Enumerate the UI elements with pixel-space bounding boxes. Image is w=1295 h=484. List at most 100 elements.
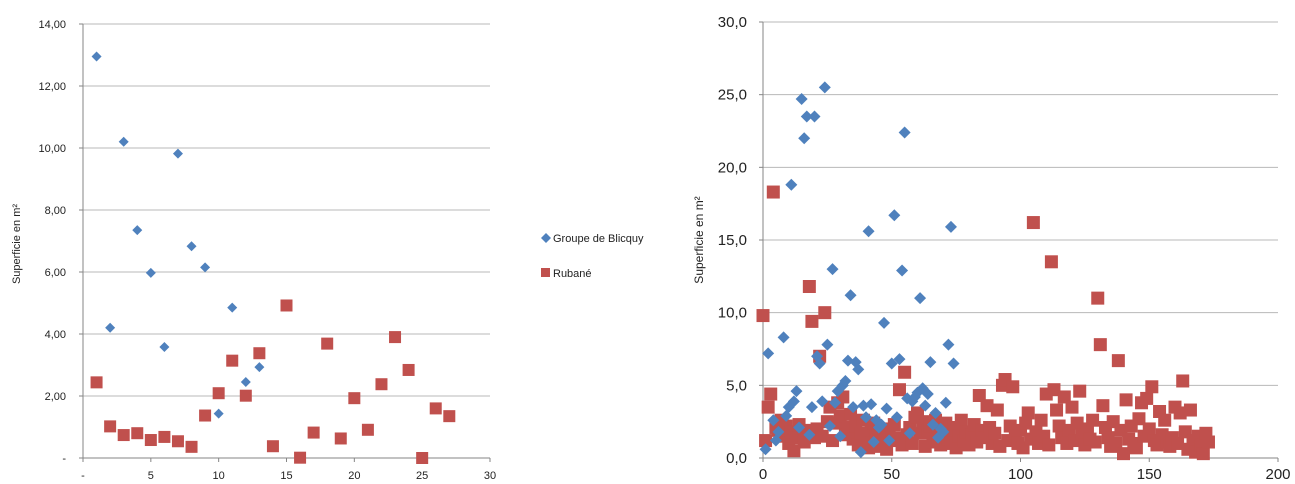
c2-point-blicquy [944, 220, 957, 233]
c2-point-rubane [1142, 422, 1156, 436]
c1-y-tick-label: 10,00 [38, 143, 66, 155]
c2-point-rubane [761, 400, 775, 414]
c2-point-rubane [787, 444, 801, 458]
c2-point-blicquy [857, 399, 870, 412]
c1-point-rubane [226, 354, 239, 367]
c2-point-rubane [766, 185, 780, 199]
c2-point-rubane [1034, 413, 1048, 427]
c2-point-rubane [1006, 380, 1020, 394]
c2-point-blicquy [844, 289, 857, 302]
c1-point-rubane [212, 387, 225, 400]
c2-point-rubane [818, 306, 832, 320]
chart-left-gridlines [83, 23, 490, 397]
c2-point-rubane [892, 383, 906, 397]
c1-x-tick-label: 10 [213, 470, 225, 482]
c2-point-blicquy [903, 427, 916, 440]
legend-label-rubane: Rubané [553, 268, 592, 280]
c2-point-blicquy [813, 357, 826, 370]
c1-point-rubane [416, 452, 429, 464]
c2-point-rubane [764, 387, 778, 401]
c1-point-rubane [253, 347, 266, 360]
c2-point-blicquy [780, 409, 793, 422]
c1-point-rubane [266, 440, 279, 453]
c2-y-tick-label: 30,0 [718, 14, 747, 31]
c2-point-blicquy [924, 356, 937, 369]
c1-x-tick-label: 30 [484, 470, 496, 482]
c1-point-rubane [307, 426, 320, 439]
c2-y-tick-label: 10,0 [718, 305, 747, 322]
c2-point-blicquy [759, 443, 772, 456]
c1-y-tick-label: - [62, 453, 66, 465]
c2-point-rubane [1111, 354, 1125, 368]
c2-point-rubane [895, 438, 909, 452]
c2-point-rubane [1091, 291, 1105, 305]
chart-right-gridlines [763, 21, 1278, 386]
c2-x-tick-label: 0 [759, 466, 767, 483]
c1-point-rubane [171, 435, 184, 448]
c2-point-rubane [1183, 403, 1197, 417]
c1-point-blicquy [213, 408, 224, 419]
c2-point-blicquy [803, 428, 816, 441]
c2-point-rubane [759, 434, 773, 448]
c2-point-blicquy [805, 401, 818, 414]
c2-point-rubane [1065, 400, 1079, 414]
c2-point-blicquy [896, 264, 909, 277]
c2-point-rubane [898, 365, 912, 379]
c2-point-blicquy [860, 411, 872, 424]
c2-point-rubane [1026, 216, 1040, 230]
chart-right: Superficie en m² 0,0 5,0 10,0 15,0 20,0 25,0 3… [692, 14, 1291, 483]
c1-point-rubane [185, 440, 198, 453]
chart-left-points [90, 51, 456, 464]
c1-x-tick-label: 5 [148, 470, 154, 482]
c1-point-blicquy [200, 262, 211, 273]
c2-x-tick-label: 200 [1265, 466, 1290, 483]
c2-point-rubane [1132, 412, 1146, 426]
c1-point-rubane [280, 299, 293, 312]
c2-point-blicquy [929, 406, 942, 419]
c1-point-rubane [321, 337, 334, 350]
c2-point-rubane [1073, 384, 1087, 398]
c1-point-blicquy [145, 267, 156, 278]
c2-point-blicquy [847, 401, 860, 414]
c2-point-rubane [988, 426, 1002, 440]
c1-point-rubane [361, 423, 374, 436]
c1-y-tick-label: 8,00 [45, 205, 66, 217]
c2-y-tick-label: 5,0 [726, 377, 747, 394]
c2-point-rubane [1019, 416, 1033, 430]
c2-point-blicquy [772, 425, 785, 438]
c1-point-blicquy [91, 51, 102, 62]
c2-point-rubane [1044, 255, 1058, 269]
c2-point-rubane [802, 280, 816, 294]
c2-point-blicquy [777, 331, 790, 344]
c2-point-blicquy [787, 395, 800, 408]
c2-point-rubane [1057, 390, 1071, 404]
c2-point-blicquy [762, 347, 775, 360]
c1-point-rubane [334, 432, 347, 445]
c2-point-rubane [990, 403, 1004, 417]
c1-point-blicquy [172, 148, 183, 159]
c2-point-rubane [1052, 419, 1066, 433]
chart-left-y-ticks: - 2,00 4,00 6,00 8,00 10,00 12,00 14,00 [38, 19, 66, 465]
c1-point-rubane [158, 430, 171, 443]
c2-point-rubane [1096, 399, 1110, 413]
c2-point-blicquy [841, 354, 854, 367]
c1-point-rubane [117, 429, 130, 442]
chart-right-y-axis-label: Superficie en m² [692, 196, 706, 283]
c2-point-blicquy [785, 178, 798, 191]
c2-point-rubane [1176, 374, 1190, 388]
c2-point-blicquy [880, 402, 893, 415]
legend-marker-blicquy [541, 233, 551, 243]
c2-point-blicquy [867, 436, 880, 449]
c2-point-blicquy [821, 338, 834, 351]
chart-right-x-ticks: 0 50 100 150 200 [759, 466, 1291, 483]
c2-point-blicquy [795, 93, 808, 106]
c1-x-tick-label: - [81, 470, 85, 482]
c2-point-rubane [1117, 447, 1130, 461]
c2-point-rubane [1088, 435, 1102, 449]
c2-point-rubane [805, 314, 819, 328]
c2-point-rubane [972, 389, 986, 403]
c2-point-blicquy [767, 414, 780, 427]
chart-left-x-ticks: - 5 10 15 20 25 30 [81, 470, 496, 482]
c2-point-blicquy [921, 388, 934, 401]
c2-point-blicquy [885, 357, 898, 370]
